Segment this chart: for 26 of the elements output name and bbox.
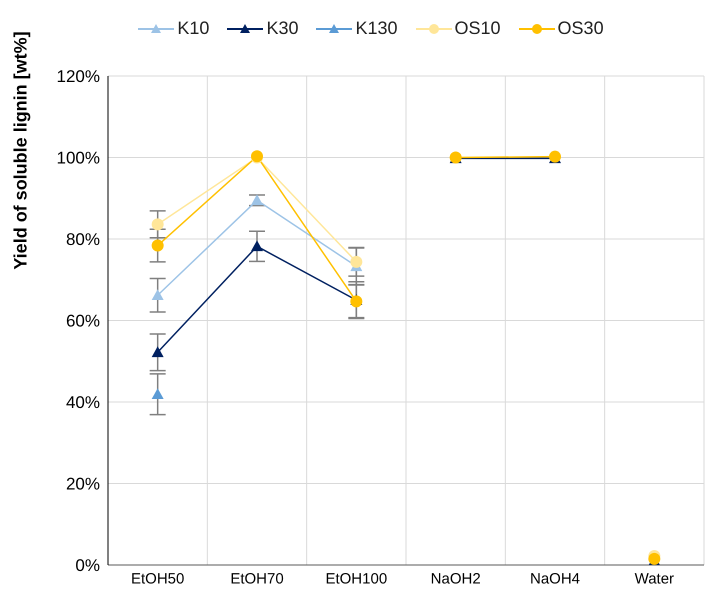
point <box>251 194 263 206</box>
y-axis-title: Yield of soluble lignin [wt%] <box>10 31 30 270</box>
x-tick-label: EtOH50 <box>130 570 184 588</box>
legend-label: K130 <box>354 18 398 39</box>
legend-label: OS30 <box>556 18 604 39</box>
legend-label: K10 <box>176 18 210 39</box>
y-tick-label: 60% <box>66 312 100 331</box>
y-tick-label: 120% <box>56 67 100 86</box>
point <box>152 240 164 252</box>
y-tick-label: 80% <box>66 230 100 250</box>
x-tick-label: Water <box>634 570 674 588</box>
x-tick-label: NaOH4 <box>530 570 580 588</box>
point <box>152 289 164 300</box>
y-tick-label: 100% <box>56 148 100 168</box>
point <box>350 256 362 268</box>
point <box>152 388 164 400</box>
legend-label: OS10 <box>454 18 501 39</box>
x-tick-label: NaOH2 <box>430 570 481 588</box>
x-tick-label: EtOH70 <box>230 570 284 588</box>
y-tick-label: 40% <box>66 393 100 412</box>
y-tick-label: 0% <box>75 556 100 576</box>
x-tick-label: EtOH100 <box>325 570 388 588</box>
legend-label: K30 <box>265 18 298 39</box>
point <box>350 295 362 308</box>
y-tick-label: 20% <box>66 474 100 494</box>
point <box>152 218 164 230</box>
